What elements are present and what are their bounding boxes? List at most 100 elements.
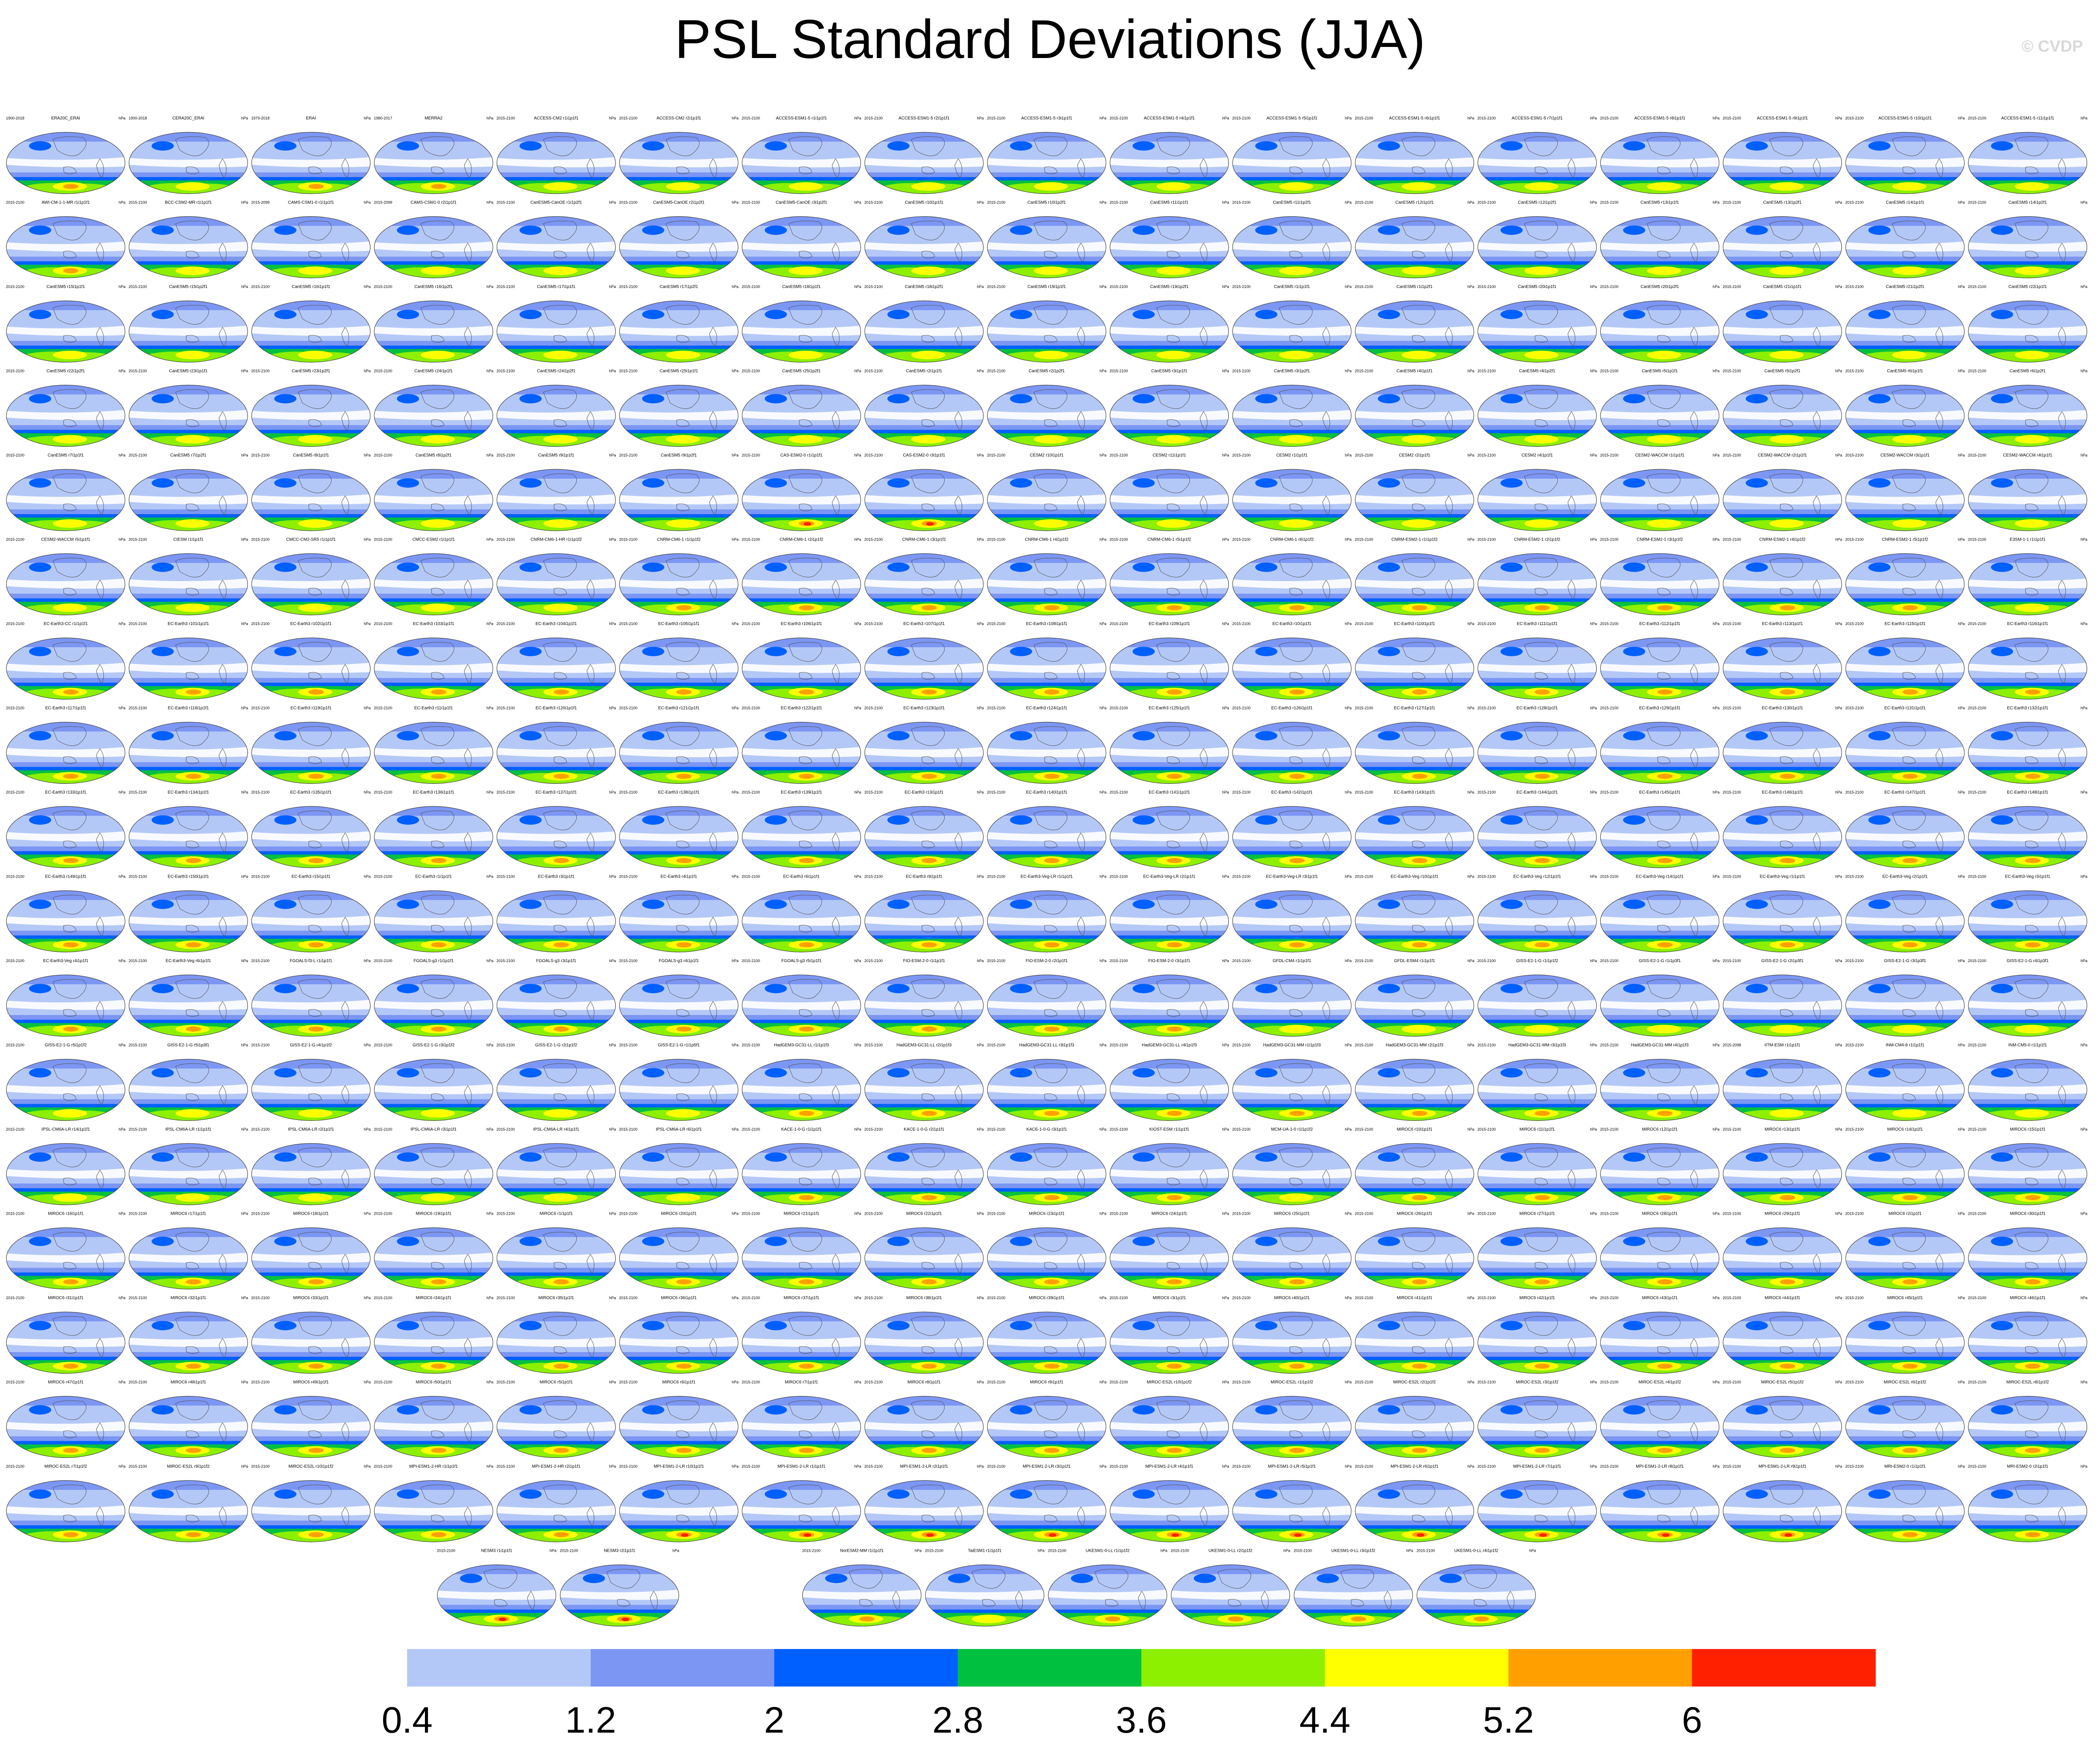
panel-period: 2015-2100	[619, 1043, 637, 1047]
midlat-band	[1233, 172, 1351, 178]
midlat-band	[1846, 341, 1964, 347]
coastline-asia	[2014, 305, 2048, 325]
map-panel: 2015-2100 MIROC-ES2L r3i1p1f2 hPa	[1478, 1380, 1597, 1458]
north-pacific-center	[1745, 478, 1768, 488]
variance-max-yellow	[421, 266, 455, 275]
panel-title: EC-Earth3 r148i1p1f1	[2007, 790, 2048, 795]
panel-period: 2015-2100	[1968, 453, 1986, 457]
north-pacific-center	[765, 1152, 787, 1162]
panel-units: hPa	[609, 1296, 616, 1300]
map-panel: 2015-2100 EC-Earth3 r4i1p1f1 hPa	[619, 875, 739, 953]
coastline-asia	[788, 136, 822, 156]
panel-period: 2015-2100	[987, 622, 1005, 626]
map-panel: 2015-2100 CanESM5 r17i1p2f1 hPa	[619, 285, 739, 363]
panel-title: MIROC6 r16i1p1f1	[48, 1212, 84, 1216]
panel-units: hPa	[1590, 116, 1597, 120]
map-panel: 2015-2100 FGOALS-f3-L r1i1p1f1 hPa	[251, 959, 371, 1037]
map-outline	[251, 300, 371, 363]
variance-max-orange	[1289, 858, 1305, 863]
variance-max-yellow	[1402, 351, 1436, 359]
panel-title: EC-Earth3 r131i1p1f1	[1885, 706, 1926, 711]
north-pacific-center	[1500, 141, 1523, 151]
panel-title: EC-Earth3 r139i1p1f1	[781, 790, 822, 795]
coastline-south-america	[709, 158, 717, 178]
map-panel: 2015-2100 IPSL-CM6A-LR r14i1p1f1 hPa	[6, 1127, 125, 1205]
panel-units: hPa	[1099, 369, 1106, 373]
panel-title: CanESM5 r12i1p1f1	[1395, 201, 1434, 205]
panel-period: 2015-2100	[497, 1127, 515, 1131]
map-outline	[1845, 384, 1965, 447]
variance-max-red	[803, 522, 811, 526]
panel-units: hPa	[2080, 1296, 2087, 1300]
panel-period: 2015-2100	[619, 1464, 637, 1469]
map-panel: 2015-2100 CNRM-ESM2-1 r4i1p1f2 hPa	[1723, 538, 1842, 616]
variance-max-orange	[1166, 1364, 1182, 1369]
north-pacific-center	[519, 731, 542, 741]
panel-title: EC-Earth3 r121i1p1f1	[658, 706, 700, 711]
panel-units: hPa	[486, 369, 493, 373]
coastline-south-america	[1200, 327, 1208, 347]
map-panel: 2015-2100 EC-Earth3 r141i1p1f1 hPa	[1110, 790, 1229, 868]
north-pacific-center	[1378, 478, 1400, 488]
coastline-australia	[186, 419, 200, 427]
storm-track-band	[864, 261, 983, 266]
coastline-asia	[788, 221, 822, 241]
coastline-asia	[1401, 305, 1435, 325]
map-panel: 2015-2100 FIO-ESM-2-0 r2i1p1f1 hPa	[987, 959, 1106, 1037]
midlat-band	[1355, 341, 1474, 347]
map-outline	[1355, 300, 1474, 363]
midlat-band	[1600, 425, 1719, 431]
map-panel: 2015-2100 CanESM5 r20i1p2f1 hPa	[1600, 285, 1719, 363]
north-pacific-center	[274, 141, 297, 151]
panel-period: 2015-2100	[6, 201, 24, 205]
storm-track-band	[1968, 430, 2087, 434]
map-panel: 2015-2100 FIO-ESM-2-0 r1i1p1f1 hPa	[864, 959, 984, 1037]
panel-title: CNRM-ESM2-1 r2i1p1f2	[1514, 538, 1561, 542]
coastline-asia	[788, 473, 822, 493]
storm-track-band	[864, 177, 983, 181]
panel-units: hPa	[609, 959, 616, 963]
storm-track-band	[1110, 177, 1229, 181]
map-panel: 2015-2100 CanESM5 r6i1p2f1 hPa	[1968, 369, 2087, 447]
variance-max-orange	[308, 774, 324, 779]
coastline-asia	[666, 389, 700, 409]
variance-max-orange	[431, 858, 447, 863]
map-panel: 1900-2018 ERA20C_ERAI hPa	[6, 116, 125, 194]
panel-period: 2015-2100	[864, 959, 883, 963]
panel-units: hPa	[977, 285, 984, 289]
north-pacific-center	[1991, 478, 2013, 488]
panel-units: hPa	[119, 1043, 125, 1047]
storm-track-band	[987, 177, 1106, 181]
north-pacific-center	[1132, 731, 1155, 741]
variance-max-yellow	[421, 351, 455, 359]
coastline-asia	[52, 473, 87, 493]
panel-title: EC-Earth3 r149i1p1f1	[45, 875, 87, 879]
panel-period: 2015-2100	[619, 1296, 637, 1300]
north-pacific-center	[1010, 1152, 1033, 1162]
coastline-australia	[1044, 419, 1058, 427]
north-pacific-center	[1010, 731, 1033, 741]
variance-max-orange	[308, 1279, 324, 1285]
coastline-asia	[1279, 221, 1313, 241]
map-panel: 2015-2100 MIROC-ES2L r10i1p1f2 hPa	[1110, 1380, 1229, 1458]
map-panel: 2015-2100 MIROC-ES2L r9i1p1f2 hPa	[128, 1464, 248, 1542]
map-outline	[496, 469, 616, 531]
north-pacific-center	[1868, 647, 1891, 656]
map-outline	[128, 300, 248, 363]
north-pacific-center	[1378, 984, 1400, 993]
variance-max-yellow	[1156, 266, 1191, 275]
panel-title: CanESM5 r19i1p1f1	[1027, 285, 1066, 289]
panel-units: hPa	[732, 875, 739, 879]
variance-max-orange	[676, 1364, 692, 1369]
coastline-asia	[1033, 473, 1067, 493]
midlat-band	[1478, 425, 1597, 431]
map-panel: 2015-2100 CanESM5 r13i1p1f1 hPa	[1600, 201, 1719, 279]
panel-units: hPa	[119, 1212, 125, 1216]
coastline-asia	[175, 389, 209, 409]
map-panel: 2015-2100 MIROC6 r20i1p1f1 hPa	[619, 1212, 739, 1290]
panel-period: 2015-2100	[987, 1127, 1005, 1131]
midlat-band	[374, 425, 493, 431]
panel-period: 2015-2100	[497, 1380, 515, 1384]
panel-period: 2015-2100	[987, 875, 1005, 879]
midlat-band	[620, 425, 738, 431]
